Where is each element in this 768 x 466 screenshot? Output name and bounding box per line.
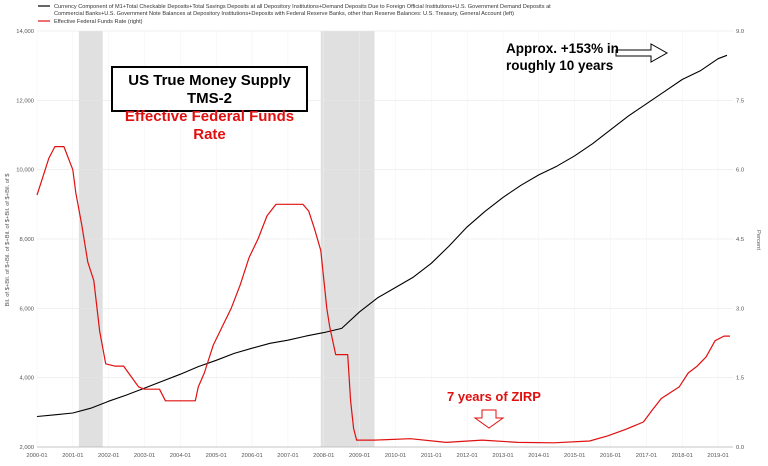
x-tick-label: 2010-01 xyxy=(385,453,406,459)
x-tick-label: 2004-01 xyxy=(170,453,191,459)
left-tick-label: 12,000 xyxy=(16,98,34,104)
series-lines xyxy=(36,54,730,444)
annotation-zirp: 7 years of ZIRP xyxy=(447,389,541,404)
gridlines xyxy=(36,30,733,448)
left-tick-label: 14,000 xyxy=(16,29,34,35)
x-tick-label: 2012-01 xyxy=(457,453,478,459)
right-tick-label: 6.0 xyxy=(736,168,744,174)
left-tick-label: 2,000 xyxy=(19,445,34,451)
x-tick-label: 2014-01 xyxy=(528,453,549,459)
left-tick-label: 4,000 xyxy=(19,376,34,382)
tms-arrow-icon xyxy=(615,43,669,63)
x-tick-label: 2007-01 xyxy=(277,453,298,459)
right-tick-label: 3.0 xyxy=(736,306,744,312)
tms-series-line xyxy=(36,54,728,418)
left-tick-label: 8,000 xyxy=(19,237,34,243)
right-axis-label: Percent xyxy=(755,230,761,250)
annotation-tms-growth: Approx. +153% in roughly 10 years xyxy=(506,40,619,74)
annotation-tms-line2: roughly 10 years xyxy=(506,58,614,73)
x-tick-label: 2003-01 xyxy=(134,453,155,459)
right-tick-label: 9.0 xyxy=(736,29,744,35)
x-tick-label: 2005-01 xyxy=(206,453,227,459)
x-tick-label: 2019-01 xyxy=(707,453,728,459)
left-tick-label: 6,000 xyxy=(19,306,34,312)
annotation-tms-line1: Approx. +153% in xyxy=(506,41,619,56)
x-tick-label: 2011-01 xyxy=(421,453,442,459)
right-tick-label: 4.5 xyxy=(736,237,744,243)
legend: Currency Component of M1+Total Checkable… xyxy=(38,4,551,25)
right-axis-ticks: 0.0 1.5 3.0 4.5 6.0 7.5 9.0 xyxy=(736,29,744,451)
zirp-arrow-icon xyxy=(473,409,505,429)
chart-title-box: US True Money Supply TMS-2 Effective Fed… xyxy=(111,66,308,143)
right-tick-label: 7.5 xyxy=(736,98,744,104)
x-tick-label: 2016-01 xyxy=(600,453,621,459)
legend-ffr: Effective Federal Funds Rate (right) xyxy=(54,19,143,25)
left-tick-label: 10,000 xyxy=(16,168,34,174)
right-tick-label: 0.0 xyxy=(736,445,744,451)
x-tick-label: 2018-01 xyxy=(672,453,693,459)
legend-tms-line2: Commercial Banks+U.S. Government Note Ba… xyxy=(54,11,514,17)
x-tick-label: 2000-01 xyxy=(26,453,47,459)
left-axis-label: Bil. of $+Bil. of $+Bil. of $+Bil. of $+… xyxy=(5,173,11,307)
x-tick-label: 2009-01 xyxy=(349,453,370,459)
x-tick-label: 2013-01 xyxy=(492,453,513,459)
legend-tms-line1: Currency Component of M1+Total Checkable… xyxy=(54,4,551,10)
x-tick-label: 2008-01 xyxy=(313,453,334,459)
left-axis-ticks: 2,000 4,000 6,000 8,000 10,000 12,000 14,000 xyxy=(16,29,34,451)
x-axis-ticks: 2000-01 2001-01 2002-01 2003-01 2004-01 2005-… xyxy=(26,453,728,459)
x-tick-label: 2015-01 xyxy=(564,453,585,459)
x-tick-label: 2001-01 xyxy=(62,453,83,459)
x-tick-label: 2006-01 xyxy=(241,453,262,459)
x-tick-label: 2002-01 xyxy=(98,453,119,459)
x-tick-label: 2017-01 xyxy=(636,453,657,459)
right-tick-label: 1.5 xyxy=(736,376,744,382)
ffr-series-line xyxy=(36,146,730,444)
title-ffr: Effective Federal Funds Rate xyxy=(124,108,295,143)
title-tms: US True Money Supply TMS-2 xyxy=(128,72,291,107)
